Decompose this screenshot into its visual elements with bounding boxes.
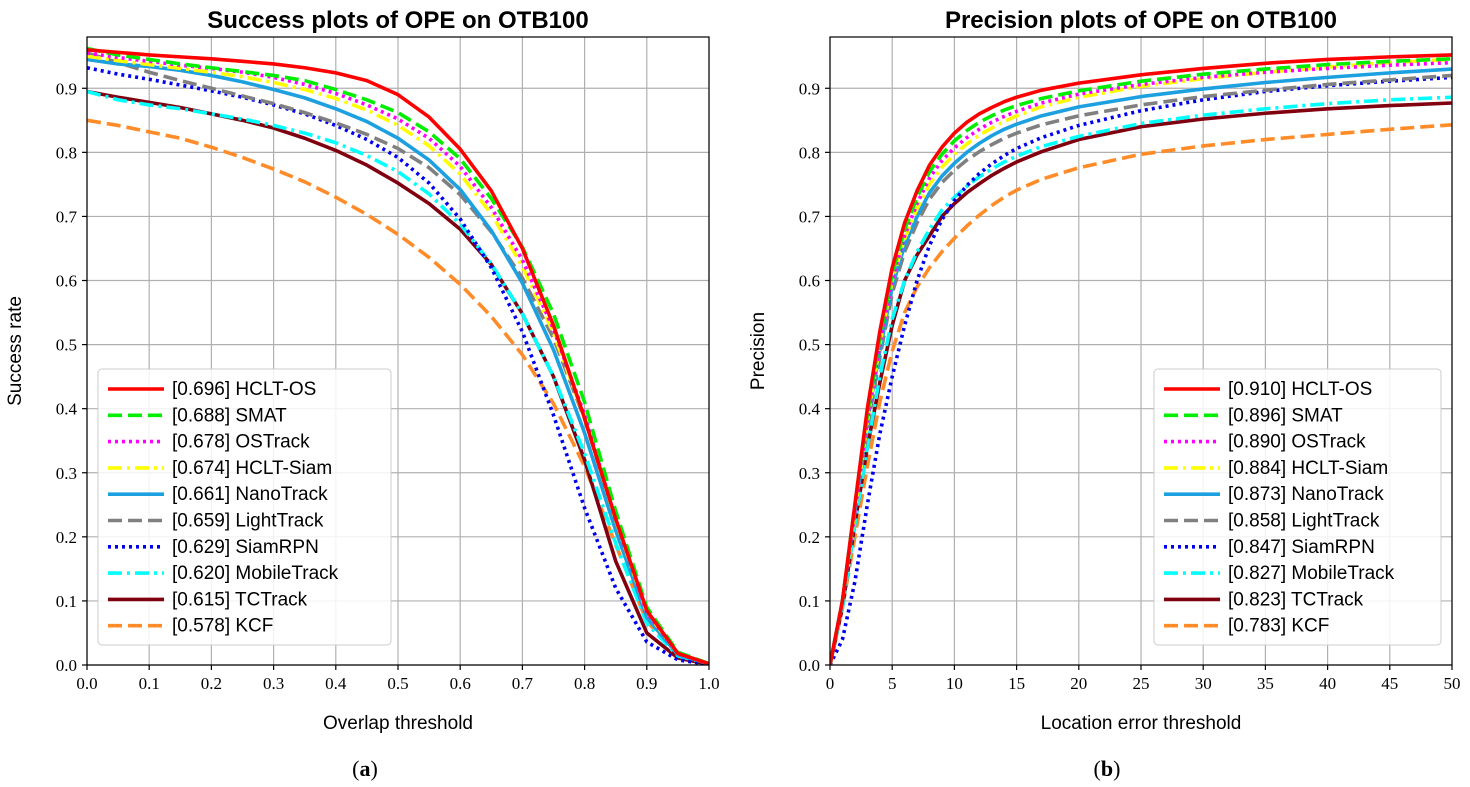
precision-y-tick-label-3: 0.3 <box>799 464 820 483</box>
precision-y-tick-label-5: 0.5 <box>799 336 820 355</box>
success-subcaption: (a) <box>352 756 378 781</box>
success-series-line-0 <box>87 48 709 665</box>
precision-legend-label-7: [0.827] MobileTrack <box>1228 563 1395 584</box>
success-legend-label-3: [0.674] HCLT-Siam <box>172 458 332 479</box>
precision-series-group <box>830 53 1452 665</box>
success-legend-label-2: [0.678] OSTrack <box>172 432 310 453</box>
success-y-tick-label-2: 0.2 <box>56 528 77 547</box>
success-series-group <box>87 46 709 665</box>
precision-x-tick-label-0: 0 <box>826 674 835 693</box>
success-legend-label-1: [0.688] SMAT <box>172 405 287 426</box>
precision-subcaption: (b) <box>1094 756 1121 781</box>
precision-legend: [0.910] HCLT-OS [0.896] SMAT [0.890] OSTra… <box>1153 368 1442 646</box>
precision-x-tick-label-5: 25 <box>1133 674 1150 693</box>
precision-legend-label-6: [0.847] SiamRPN <box>1228 537 1375 558</box>
success-legend: [0.696] HCLT-OS [0.688] SMAT [0.678] OSTra… <box>97 368 392 646</box>
success-legend-label-6: [0.629] SiamRPN <box>172 537 319 558</box>
success-series-line-6 <box>87 65 709 665</box>
success-series-line-7 <box>87 89 709 665</box>
precision-x-tick-label-8: 40 <box>1319 674 1336 693</box>
success-y-tick-label-7: 0.7 <box>56 207 78 226</box>
success-x-tick-label-10: 1.0 <box>698 674 719 693</box>
precision-series-line-2 <box>830 60 1452 665</box>
success-legend-label-8: [0.615] TCTrack <box>172 589 308 610</box>
precision-x-tick-label-6: 30 <box>1195 674 1212 693</box>
success-plot-panel: Success plots of OPE on OTB100 0.0 0.1 0.2 0… <box>5 7 720 781</box>
precision-x-axis-label: Location error threshold <box>1041 713 1242 734</box>
success-y-tick-label-0: 0.0 <box>56 656 77 675</box>
precision-y-tick-label-1: 0.1 <box>799 592 820 611</box>
success-series-line-8 <box>87 89 709 665</box>
success-series-line-1 <box>87 46 709 665</box>
success-y-tick-label-6: 0.6 <box>56 272 77 291</box>
success-series-line-4 <box>87 57 709 665</box>
precision-plot-panel: Precision plots of OPE on OTB100 0 5 10 15 20… <box>748 7 1461 781</box>
success-x-tick-label-5: 0.5 <box>387 674 408 693</box>
precision-x-tick-label-9: 45 <box>1381 674 1398 693</box>
precision-y-tick-label-8: 0.8 <box>799 143 820 162</box>
success-legend-label-7: [0.620] MobileTrack <box>172 563 339 584</box>
success-x-tick-label-8: 0.8 <box>574 674 595 693</box>
precision-y-tick-label-7: 0.7 <box>799 207 821 226</box>
success-x-tick-label-9: 0.9 <box>636 674 657 693</box>
precision-legend-label-8: [0.823] TCTrack <box>1228 589 1364 610</box>
success-legend-label-4: [0.661] NanoTrack <box>172 484 328 505</box>
success-x-tick-label-4: 0.4 <box>325 674 347 693</box>
success-y-tick-label-3: 0.3 <box>56 464 77 483</box>
precision-series-line-5 <box>830 73 1452 665</box>
precision-y-tick-label-9: 0.9 <box>799 79 820 98</box>
success-x-tick-label-3: 0.3 <box>263 674 284 693</box>
success-y-axis-label: Success rate <box>5 296 26 406</box>
success-y-tick-label-4: 0.4 <box>56 400 78 419</box>
success-chart-title: Success plots of OPE on OTB100 <box>207 7 588 34</box>
precision-x-tick-label-3: 15 <box>1008 674 1025 693</box>
success-legend-box <box>97 368 392 646</box>
precision-series-line-7 <box>830 95 1452 665</box>
success-y-tick-label-5: 0.5 <box>56 336 77 355</box>
precision-legend-box <box>1153 368 1442 646</box>
success-y-tick-label-9: 0.9 <box>56 79 77 98</box>
success-y-tick-label-1: 0.1 <box>56 592 77 611</box>
success-y-tick-label-8: 0.8 <box>56 143 77 162</box>
success-x-axis-label: Overlap threshold <box>323 713 473 734</box>
precision-series-line-9 <box>830 122 1452 665</box>
success-legend-label-5: [0.659] LightTrack <box>172 511 324 532</box>
success-x-tick-label-1: 0.1 <box>139 674 160 693</box>
precision-legend-label-1: [0.896] SMAT <box>1228 405 1343 426</box>
precision-legend-label-2: [0.890] OSTrack <box>1228 432 1366 453</box>
precision-x-tick-label-7: 35 <box>1257 674 1274 693</box>
precision-x-tick-label-10: 50 <box>1444 674 1461 693</box>
precision-series-line-1 <box>830 56 1452 665</box>
success-x-tick-label-7: 0.7 <box>512 674 534 693</box>
success-legend-label-9: [0.578] KCF <box>172 616 273 637</box>
success-x-tick-label-6: 0.6 <box>450 674 471 693</box>
success-x-tick-label-2: 0.2 <box>201 674 222 693</box>
success-legend-label-0: [0.696] HCLT-OS <box>172 379 316 400</box>
precision-legend-label-4: [0.873] NanoTrack <box>1228 484 1384 505</box>
precision-legend-label-0: [0.910] HCLT-OS <box>1228 379 1372 400</box>
precision-x-tick-label-4: 20 <box>1070 674 1087 693</box>
precision-legend-label-5: [0.858] LightTrack <box>1228 511 1380 532</box>
precision-y-tick-label-6: 0.6 <box>799 272 820 291</box>
precision-series-line-0 <box>830 53 1452 665</box>
precision-y-axis-label: Precision <box>748 312 769 390</box>
precision-legend-label-9: [0.783] KCF <box>1228 616 1329 637</box>
success-x-tick-label-0: 0.0 <box>76 674 97 693</box>
precision-legend-label-3: [0.884] HCLT-Siam <box>1228 458 1388 479</box>
precision-y-tick-label-4: 0.4 <box>799 400 821 419</box>
precision-chart-title: Precision plots of OPE on OTB100 <box>945 7 1337 34</box>
precision-x-tick-label-1: 5 <box>888 674 897 693</box>
precision-y-tick-label-2: 0.2 <box>799 528 820 547</box>
precision-series-line-6 <box>830 75 1452 665</box>
precision-y-tick-label-0: 0.0 <box>799 656 820 675</box>
precision-x-tick-label-2: 10 <box>946 674 963 693</box>
